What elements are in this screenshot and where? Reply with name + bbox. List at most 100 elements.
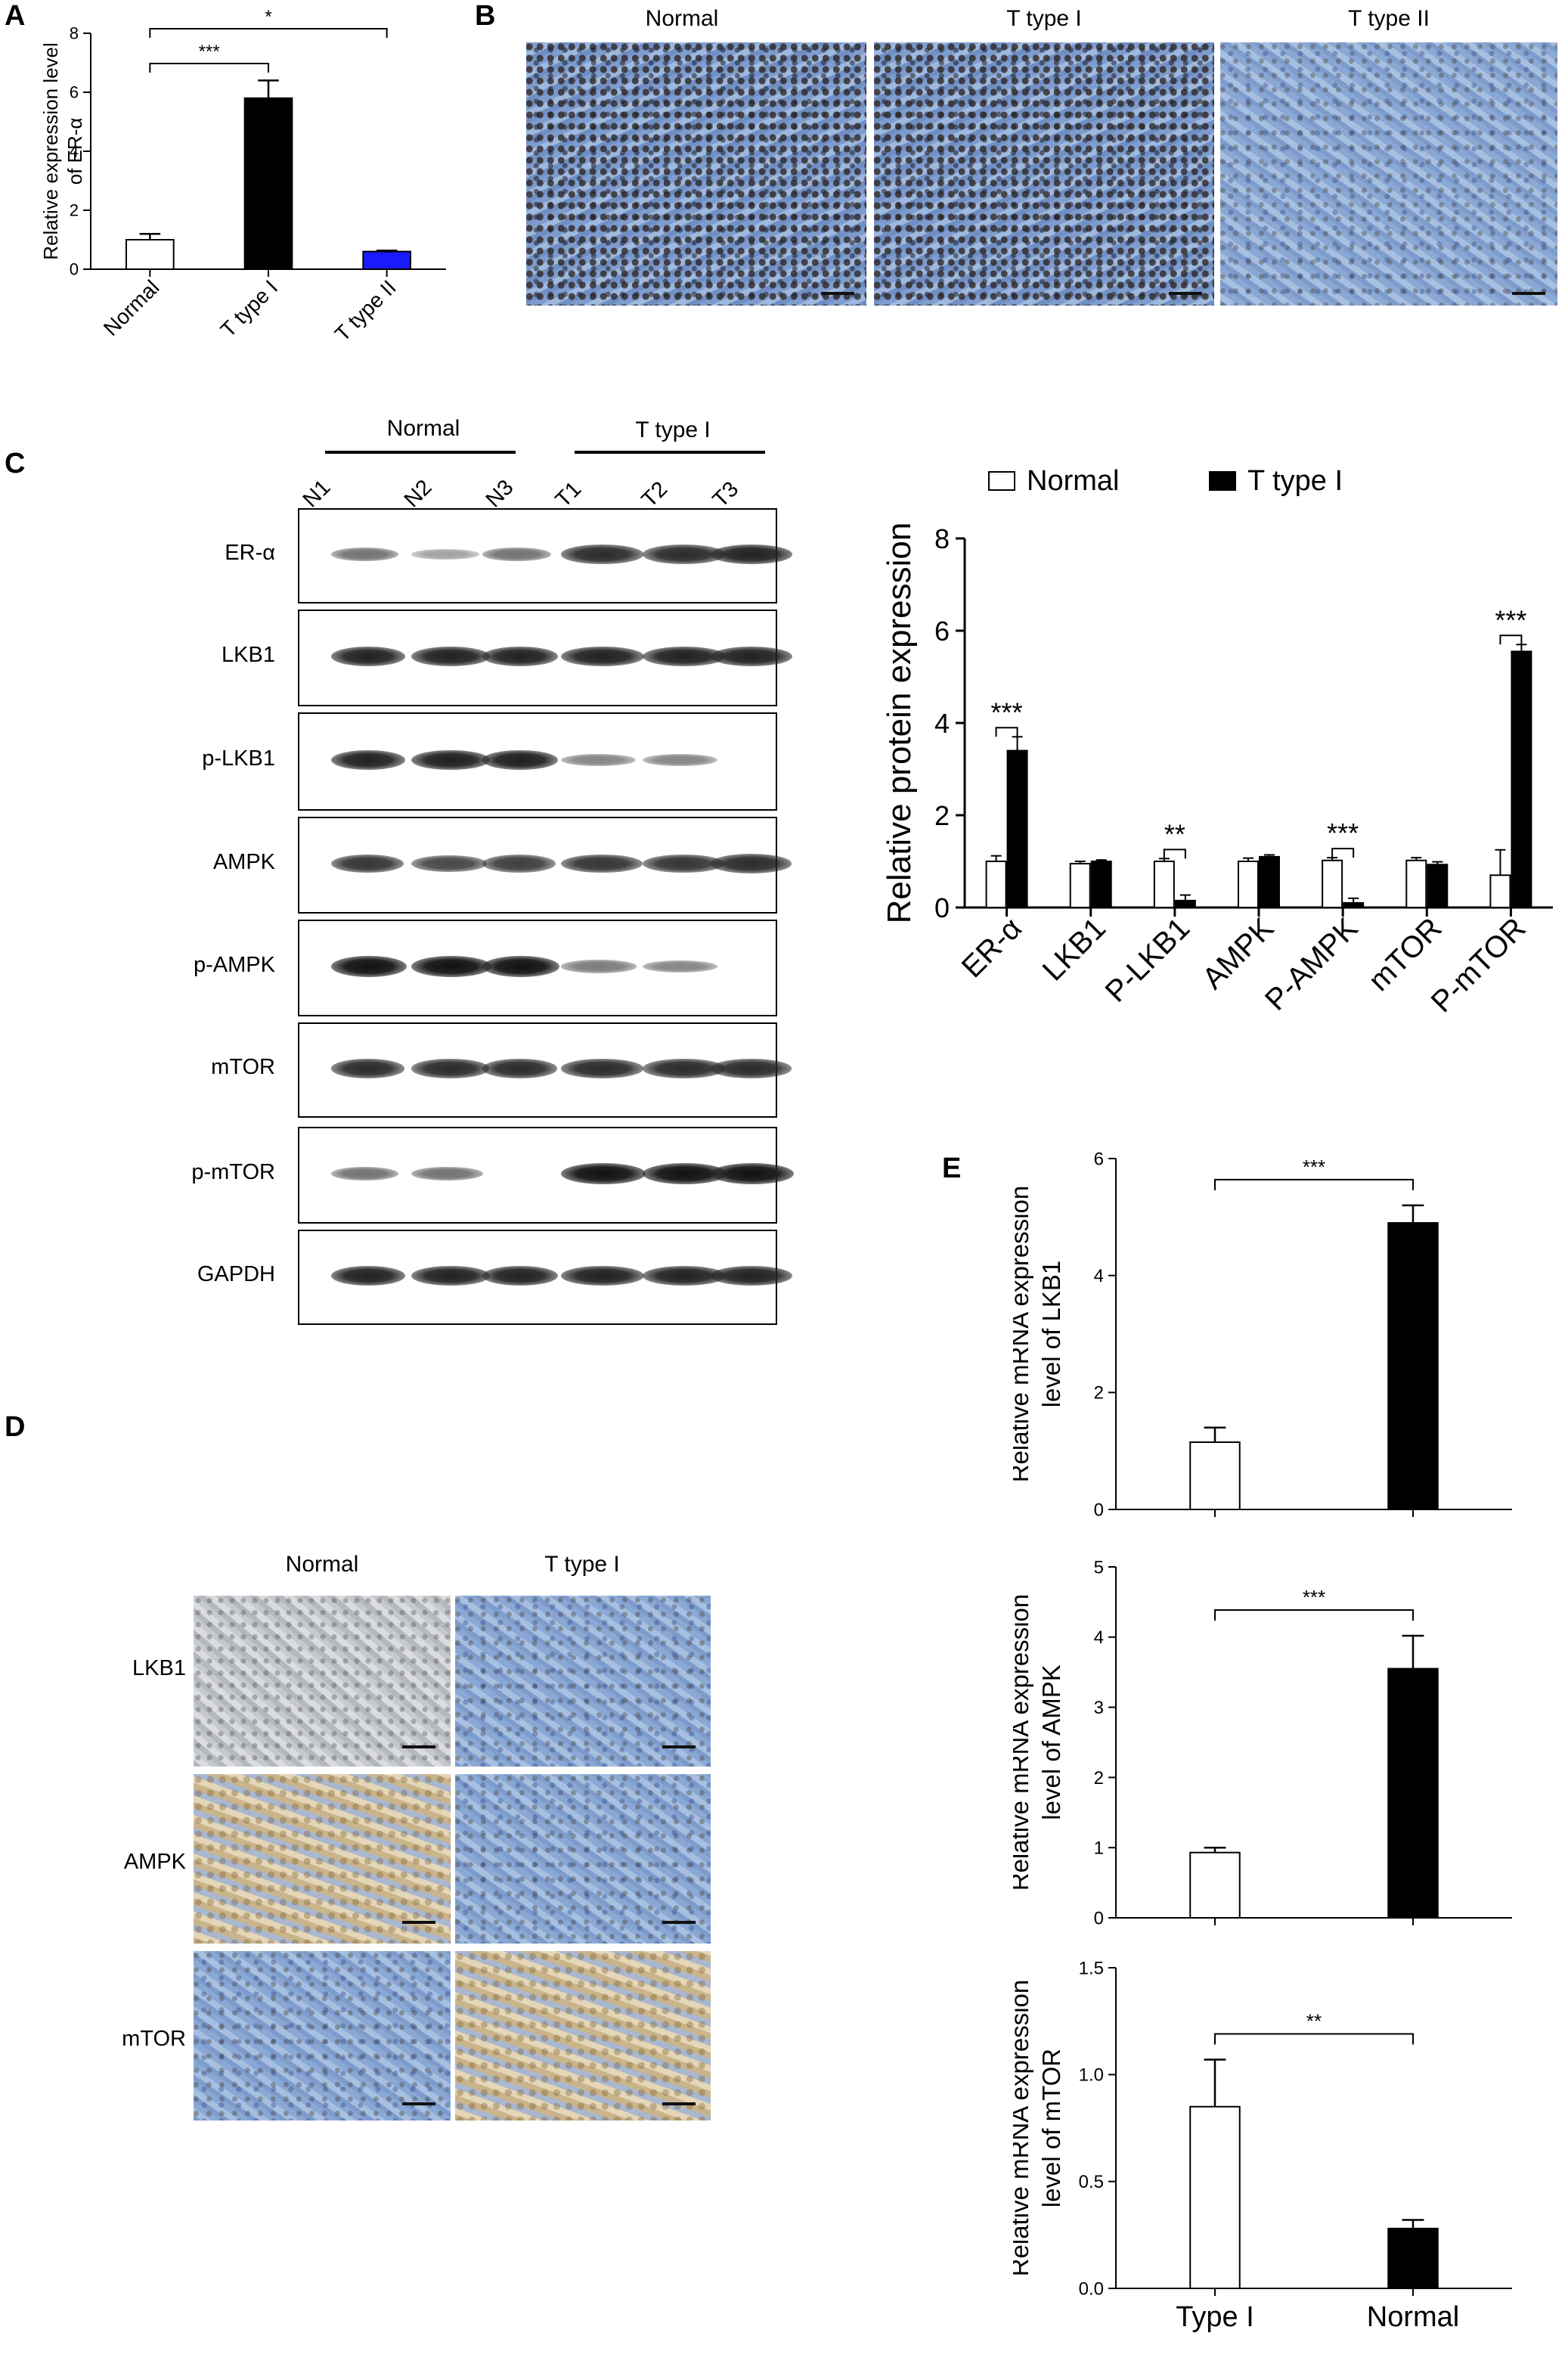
legend-swatch-normal	[988, 471, 1015, 491]
bar	[1189, 1851, 1241, 1919]
blot-band	[331, 1265, 405, 1286]
bar	[1259, 855, 1280, 909]
significance-label: ***	[1303, 1586, 1325, 1609]
panel-d-row-mtor: mTOR	[122, 2027, 186, 2051]
significance-bracket	[149, 63, 269, 73]
blot-band	[711, 1265, 792, 1286]
bar	[1322, 859, 1343, 909]
blot-band	[411, 956, 491, 977]
chart-e-mtor-mrna: 0.0 0.5 1.0 1.5 Relative mRNA expressionleve…	[1013, 1958, 1512, 2333]
bar	[1489, 874, 1511, 908]
panel-label-a: A	[5, 0, 26, 32]
y-tick-label: 0.0	[1079, 2279, 1104, 2299]
blot-band	[331, 1166, 398, 1181]
blot-row-label: p-mTOR	[191, 1160, 275, 1184]
blot-band	[561, 544, 643, 564]
blot-row-label: p-AMPK	[194, 953, 275, 977]
y-tick-label: 2	[1094, 1768, 1104, 1789]
bar	[1006, 749, 1028, 908]
bar	[985, 861, 1007, 908]
significance-label: *	[265, 7, 271, 27]
ihc-d-normal-ampk	[194, 1774, 451, 1944]
x-tick-label: P-LKB1	[1099, 911, 1197, 1009]
bar	[126, 239, 175, 270]
bar	[1069, 863, 1091, 908]
significance-bracket	[1214, 1609, 1414, 1621]
blot-band	[411, 549, 479, 560]
blot-band	[561, 1265, 644, 1286]
y-tick-label: 8	[934, 523, 950, 554]
x-tick-label: Normal	[99, 275, 164, 340]
ihc-d-tumor-ampk	[455, 1774, 711, 1944]
significance-label: ***	[1303, 1156, 1325, 1178]
y-tick-label: 4	[70, 142, 79, 161]
blot-row-label: AMPK	[212, 850, 275, 874]
panel-label-b: B	[475, 0, 496, 32]
y-tick-label: 6	[934, 616, 950, 647]
blot-band	[711, 1059, 792, 1078]
x-tick-label: LKB1	[1037, 911, 1112, 987]
y-tick-label: 0.5	[1079, 2172, 1104, 2192]
x-tick-label: AMPK	[1196, 911, 1280, 995]
y-axis-label: Relative mRNA expression	[1013, 1594, 1033, 1891]
panel-b-header-t-type-i: T type I	[1006, 6, 1082, 31]
significance-label: ***	[991, 696, 1023, 728]
blot-band	[561, 1059, 643, 1078]
bar	[1174, 899, 1196, 908]
panel-d-row-ampk: AMPK	[123, 1850, 186, 1874]
y-axis-label: Relative expression level	[39, 42, 62, 260]
bar	[1343, 901, 1365, 909]
blot-group-tumor: T type I	[635, 417, 711, 442]
y-axis-label: level of LKB1	[1037, 1261, 1065, 1407]
lane-label: N3	[481, 475, 519, 513]
ihc-d-tumor-lkb1	[455, 1596, 711, 1767]
blot-band	[711, 854, 792, 873]
blot-band	[411, 855, 487, 873]
blot-band	[643, 960, 717, 973]
blot-row-label: p-LKB1	[202, 746, 275, 771]
y-tick-label: 1.5	[1079, 1958, 1104, 1978]
blot-band	[331, 956, 407, 977]
y-axis-label: level of AMPK	[1037, 1664, 1065, 1820]
panel-d-header-normal: Normal	[285, 1552, 359, 1577]
bar	[1427, 864, 1449, 909]
y-tick-label: 4	[1094, 1266, 1104, 1286]
blot-band	[411, 646, 490, 667]
ihc-d-tumor-mtor	[455, 1951, 711, 2120]
blot-band	[331, 547, 398, 562]
blot-band	[711, 544, 792, 565]
panel-label-c: C	[5, 448, 26, 479]
chart-a-er-alpha: 0 2 4 6 8 Relative expression level of ER-α Nor…	[39, 7, 446, 346]
bar	[362, 250, 412, 271]
bar	[1238, 861, 1259, 908]
bar	[243, 97, 293, 270]
significance-bracket	[1163, 848, 1186, 859]
ihc-d-normal-lkb1	[194, 1596, 451, 1767]
significance-label: ***	[199, 42, 220, 62]
panel-b-header-normal: Normal	[645, 6, 719, 31]
blot-band	[482, 855, 556, 873]
y-tick-label: 1.0	[1079, 2065, 1104, 2086]
bar	[1189, 2105, 1241, 2289]
blot-band	[482, 1059, 557, 1078]
legend-label-normal: Normal	[1027, 465, 1119, 497]
x-tick-label: P-mTOR	[1425, 911, 1532, 1019]
ihc-d-normal-mtor	[194, 1951, 451, 2120]
panel-label-e: E	[942, 1153, 962, 1184]
significance-label: ***	[1495, 604, 1526, 635]
bar	[1189, 1441, 1241, 1511]
blot-band	[482, 956, 559, 977]
y-tick-label: 8	[70, 24, 79, 43]
y-axis-label: Relative mRNA expression	[1013, 1186, 1033, 1483]
bar	[1511, 650, 1532, 908]
blot-band	[331, 1059, 404, 1078]
ihc-image-t-type-i	[874, 42, 1214, 306]
blot-band	[331, 646, 405, 667]
significance-bracket	[1214, 1178, 1414, 1190]
x-tick-label: Normal	[1367, 2301, 1459, 2333]
blot-band	[561, 960, 637, 973]
blot-band	[482, 1265, 558, 1286]
panel-label-d: D	[5, 1411, 26, 1443]
